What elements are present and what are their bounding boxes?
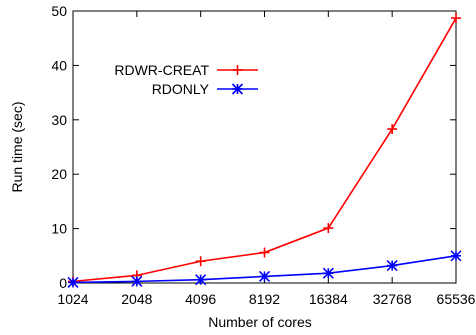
axes: 0 10 20 30 40 50 1024 2048 4096 8192 16384 32768 655… — [51, 3, 475, 307]
series-group — [67, 13, 462, 289]
data-point — [386, 260, 398, 272]
legend-label: RDWR-CREAT — [114, 62, 209, 78]
legend: RDWR-CREAT RDONLY — [114, 62, 258, 97]
y-tick-label: 50 — [51, 3, 67, 19]
data-point — [322, 267, 334, 279]
x-tick-label: 32768 — [373, 291, 412, 307]
legend-marker — [232, 65, 243, 75]
data-point — [67, 276, 79, 289]
data-point — [259, 247, 270, 258]
x-axis-label: Number of cores — [208, 314, 311, 330]
y-tick-label: 20 — [51, 166, 67, 182]
legend-marker — [231, 83, 244, 95]
x-tick-label: 4096 — [185, 291, 216, 307]
data-point — [195, 274, 207, 286]
y-tick-label: 10 — [51, 221, 67, 237]
series-line — [72, 17, 457, 283]
x-tick-label: 8192 — [249, 291, 280, 307]
data-point — [451, 13, 461, 24]
data-point — [195, 256, 206, 267]
data-point — [258, 270, 271, 283]
legend-entry: RDWR-CREAT — [114, 62, 258, 78]
x-tick-label: 16384 — [309, 291, 348, 307]
y-tick-label: 30 — [51, 112, 67, 128]
y-tick-label: 0 — [59, 275, 67, 291]
data-point — [387, 124, 398, 135]
series-rdwr-creat — [68, 13, 461, 287]
data-point — [131, 275, 143, 287]
plot-frame — [72, 10, 457, 284]
y-tick-label: 40 — [51, 57, 67, 73]
y-axis-label: Run time (sec) — [9, 101, 25, 192]
data-point — [450, 250, 462, 262]
x-tick-label: 1024 — [57, 291, 88, 307]
legend-entry: RDONLY — [152, 81, 258, 97]
data-point — [323, 223, 334, 234]
series-rdonly — [67, 250, 462, 289]
legend-label: RDONLY — [152, 81, 210, 97]
x-tick-label: 65536 — [437, 291, 476, 307]
x-tick-label: 2048 — [121, 291, 152, 307]
